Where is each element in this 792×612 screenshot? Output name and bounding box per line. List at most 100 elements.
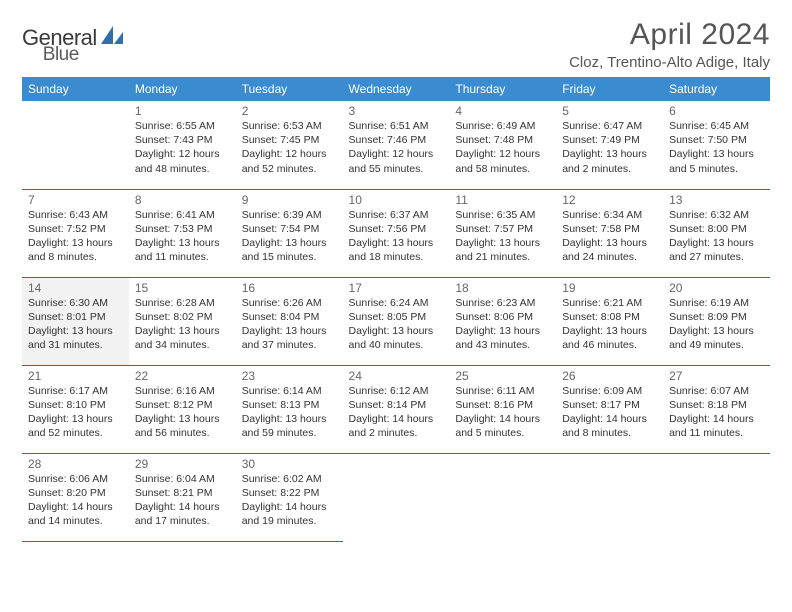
calendar-day-cell: 14Sunrise: 6:30 AMSunset: 8:01 PMDayligh… bbox=[22, 277, 129, 365]
sunrise-line: Sunrise: 6:32 AM bbox=[669, 208, 764, 222]
day-number: 21 bbox=[28, 369, 123, 383]
daylight-line: Daylight: 13 hours bbox=[135, 236, 230, 250]
sunset-line: Sunset: 8:10 PM bbox=[28, 398, 123, 412]
calendar-week-row: 1Sunrise: 6:55 AMSunset: 7:43 PMDaylight… bbox=[22, 101, 770, 189]
calendar-day-cell: 3Sunrise: 6:51 AMSunset: 7:46 PMDaylight… bbox=[343, 101, 450, 189]
day-number: 9 bbox=[242, 193, 337, 207]
daylight-line: and 8 minutes. bbox=[562, 426, 657, 440]
sunset-line: Sunset: 8:14 PM bbox=[349, 398, 444, 412]
daylight-line: and 8 minutes. bbox=[28, 250, 123, 264]
sunrise-line: Sunrise: 6:30 AM bbox=[28, 296, 123, 310]
sunrise-line: Sunrise: 6:17 AM bbox=[28, 384, 123, 398]
sunrise-line: Sunrise: 6:43 AM bbox=[28, 208, 123, 222]
weekday-header: Saturday bbox=[663, 77, 770, 101]
daylight-line: and 21 minutes. bbox=[455, 250, 550, 264]
day-number: 26 bbox=[562, 369, 657, 383]
weekday-header: Tuesday bbox=[236, 77, 343, 101]
daylight-line: Daylight: 13 hours bbox=[669, 324, 764, 338]
day-number: 12 bbox=[562, 193, 657, 207]
daylight-line: Daylight: 13 hours bbox=[562, 324, 657, 338]
day-number: 15 bbox=[135, 281, 230, 295]
header: General Blue April 2024 Cloz, Trentino-A… bbox=[22, 18, 770, 71]
calendar-day-cell bbox=[556, 453, 663, 541]
day-number: 11 bbox=[455, 193, 550, 207]
sunrise-line: Sunrise: 6:53 AM bbox=[242, 119, 337, 133]
daylight-line: Daylight: 14 hours bbox=[562, 412, 657, 426]
day-number: 30 bbox=[242, 457, 337, 471]
sunrise-line: Sunrise: 6:16 AM bbox=[135, 384, 230, 398]
weekday-header: Thursday bbox=[449, 77, 556, 101]
sunset-line: Sunset: 8:02 PM bbox=[135, 310, 230, 324]
sunset-line: Sunset: 7:50 PM bbox=[669, 133, 764, 147]
daylight-line: Daylight: 13 hours bbox=[455, 236, 550, 250]
sunset-line: Sunset: 7:52 PM bbox=[28, 222, 123, 236]
sunset-line: Sunset: 7:56 PM bbox=[349, 222, 444, 236]
daylight-line: Daylight: 14 hours bbox=[669, 412, 764, 426]
daylight-line: and 19 minutes. bbox=[242, 514, 337, 528]
day-number: 3 bbox=[349, 104, 444, 118]
sunrise-line: Sunrise: 6:21 AM bbox=[562, 296, 657, 310]
day-number: 6 bbox=[669, 104, 764, 118]
calendar-page: General Blue April 2024 Cloz, Trentino-A… bbox=[0, 0, 792, 560]
daylight-line: and 56 minutes. bbox=[135, 426, 230, 440]
calendar-day-cell: 12Sunrise: 6:34 AMSunset: 7:58 PMDayligh… bbox=[556, 189, 663, 277]
weekday-header: Friday bbox=[556, 77, 663, 101]
sunset-line: Sunset: 8:06 PM bbox=[455, 310, 550, 324]
calendar-day-cell: 11Sunrise: 6:35 AMSunset: 7:57 PMDayligh… bbox=[449, 189, 556, 277]
calendar-day-cell: 2Sunrise: 6:53 AMSunset: 7:45 PMDaylight… bbox=[236, 101, 343, 189]
sunset-line: Sunset: 8:22 PM bbox=[242, 486, 337, 500]
calendar-week-row: 14Sunrise: 6:30 AMSunset: 8:01 PMDayligh… bbox=[22, 277, 770, 365]
calendar-day-cell bbox=[22, 101, 129, 189]
sunrise-line: Sunrise: 6:11 AM bbox=[455, 384, 550, 398]
day-number: 29 bbox=[135, 457, 230, 471]
calendar-day-cell: 10Sunrise: 6:37 AMSunset: 7:56 PMDayligh… bbox=[343, 189, 450, 277]
daylight-line: and 24 minutes. bbox=[562, 250, 657, 264]
calendar-day-cell bbox=[343, 453, 450, 541]
calendar-day-cell: 8Sunrise: 6:41 AMSunset: 7:53 PMDaylight… bbox=[129, 189, 236, 277]
sunset-line: Sunset: 7:53 PM bbox=[135, 222, 230, 236]
logo-text-2: Blue bbox=[43, 44, 79, 65]
daylight-line: Daylight: 14 hours bbox=[455, 412, 550, 426]
daylight-line: and 14 minutes. bbox=[28, 514, 123, 528]
sunset-line: Sunset: 8:09 PM bbox=[669, 310, 764, 324]
sunset-line: Sunset: 8:20 PM bbox=[28, 486, 123, 500]
day-number: 5 bbox=[562, 104, 657, 118]
daylight-line: Daylight: 13 hours bbox=[562, 236, 657, 250]
sunrise-line: Sunrise: 6:34 AM bbox=[562, 208, 657, 222]
calendar-day-cell: 9Sunrise: 6:39 AMSunset: 7:54 PMDaylight… bbox=[236, 189, 343, 277]
sunrise-line: Sunrise: 6:26 AM bbox=[242, 296, 337, 310]
calendar-day-cell: 27Sunrise: 6:07 AMSunset: 8:18 PMDayligh… bbox=[663, 365, 770, 453]
calendar-day-cell: 28Sunrise: 6:06 AMSunset: 8:20 PMDayligh… bbox=[22, 453, 129, 541]
month-title: April 2024 bbox=[569, 18, 770, 52]
sunset-line: Sunset: 7:43 PM bbox=[135, 133, 230, 147]
calendar-day-cell bbox=[663, 453, 770, 541]
day-number: 27 bbox=[669, 369, 764, 383]
sunset-line: Sunset: 8:13 PM bbox=[242, 398, 337, 412]
sunrise-line: Sunrise: 6:12 AM bbox=[349, 384, 444, 398]
day-number: 10 bbox=[349, 193, 444, 207]
calendar-day-cell: 20Sunrise: 6:19 AMSunset: 8:09 PMDayligh… bbox=[663, 277, 770, 365]
sunrise-line: Sunrise: 6:28 AM bbox=[135, 296, 230, 310]
calendar-day-cell: 1Sunrise: 6:55 AMSunset: 7:43 PMDaylight… bbox=[129, 101, 236, 189]
sunset-line: Sunset: 8:16 PM bbox=[455, 398, 550, 412]
calendar-day-cell: 4Sunrise: 6:49 AMSunset: 7:48 PMDaylight… bbox=[449, 101, 556, 189]
weekday-header: Sunday bbox=[22, 77, 129, 101]
daylight-line: Daylight: 13 hours bbox=[28, 324, 123, 338]
sunrise-line: Sunrise: 6:19 AM bbox=[669, 296, 764, 310]
sunset-line: Sunset: 8:17 PM bbox=[562, 398, 657, 412]
sunrise-line: Sunrise: 6:39 AM bbox=[242, 208, 337, 222]
calendar-week-row: 7Sunrise: 6:43 AMSunset: 7:52 PMDaylight… bbox=[22, 189, 770, 277]
sunrise-line: Sunrise: 6:51 AM bbox=[349, 119, 444, 133]
calendar-day-cell: 25Sunrise: 6:11 AMSunset: 8:16 PMDayligh… bbox=[449, 365, 556, 453]
daylight-line: and 46 minutes. bbox=[562, 338, 657, 352]
day-number: 19 bbox=[562, 281, 657, 295]
weekday-header: Monday bbox=[129, 77, 236, 101]
day-number: 17 bbox=[349, 281, 444, 295]
daylight-line: and 52 minutes. bbox=[28, 426, 123, 440]
daylight-line: and 2 minutes. bbox=[562, 162, 657, 176]
day-number: 24 bbox=[349, 369, 444, 383]
daylight-line: Daylight: 13 hours bbox=[242, 324, 337, 338]
sunset-line: Sunset: 7:45 PM bbox=[242, 133, 337, 147]
daylight-line: and 2 minutes. bbox=[349, 426, 444, 440]
daylight-line: Daylight: 13 hours bbox=[349, 324, 444, 338]
